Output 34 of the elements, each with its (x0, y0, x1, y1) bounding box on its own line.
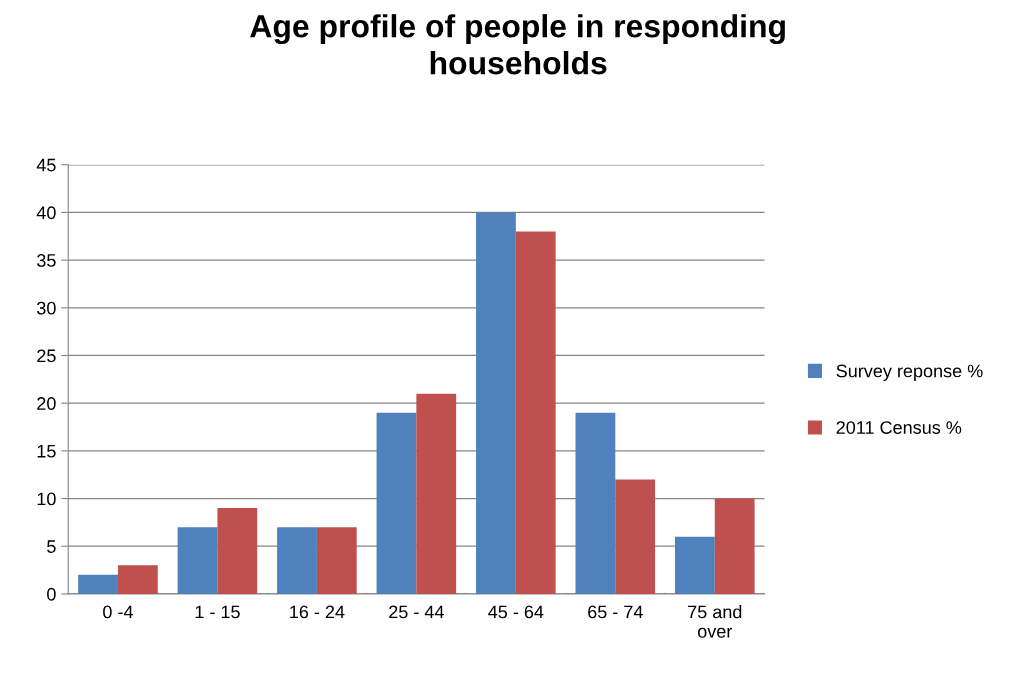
bar (217, 508, 258, 594)
bar (316, 527, 357, 594)
x-tick-label: 65 - 74 (588, 605, 643, 619)
y-tick-label: 30 (37, 301, 56, 315)
y-tick-label: 35 (37, 254, 56, 267)
y-tick-label: 10 (37, 492, 56, 506)
bar (575, 412, 616, 594)
y-tick-label: 25 (37, 349, 56, 363)
legend-label: 2011 Census % (836, 421, 962, 434)
x-tick-label: 75 and over (688, 605, 742, 638)
chart-title: Age profile of people in responding households (250, 14, 785, 75)
y-tick-label: 40 (36, 206, 56, 220)
x-tick-label: 25 - 44 (389, 605, 444, 619)
bar (515, 231, 556, 594)
bar (117, 565, 158, 594)
bar (177, 527, 218, 594)
x-tick-label: 1 - 15 (195, 605, 240, 619)
bar (476, 212, 516, 594)
bar (674, 536, 715, 594)
x-tick-label: 45 - 64 (488, 605, 544, 619)
y-tick-label: 0 (47, 587, 56, 601)
bar (78, 574, 118, 594)
bar (714, 498, 755, 594)
bar (277, 527, 317, 594)
bar (416, 393, 457, 594)
y-tick-label: 45 (36, 158, 56, 172)
y-tick-label: 15 (37, 444, 56, 458)
x-tick-label: 16 - 24 (290, 605, 345, 619)
y-tick-label: 5 (47, 540, 56, 553)
x-tick-label: 0 -4 (103, 605, 133, 619)
bar (615, 479, 656, 594)
y-tick-label: 20 (37, 397, 56, 410)
legend-label: Survey reponse % (836, 364, 983, 381)
bar (376, 412, 417, 594)
